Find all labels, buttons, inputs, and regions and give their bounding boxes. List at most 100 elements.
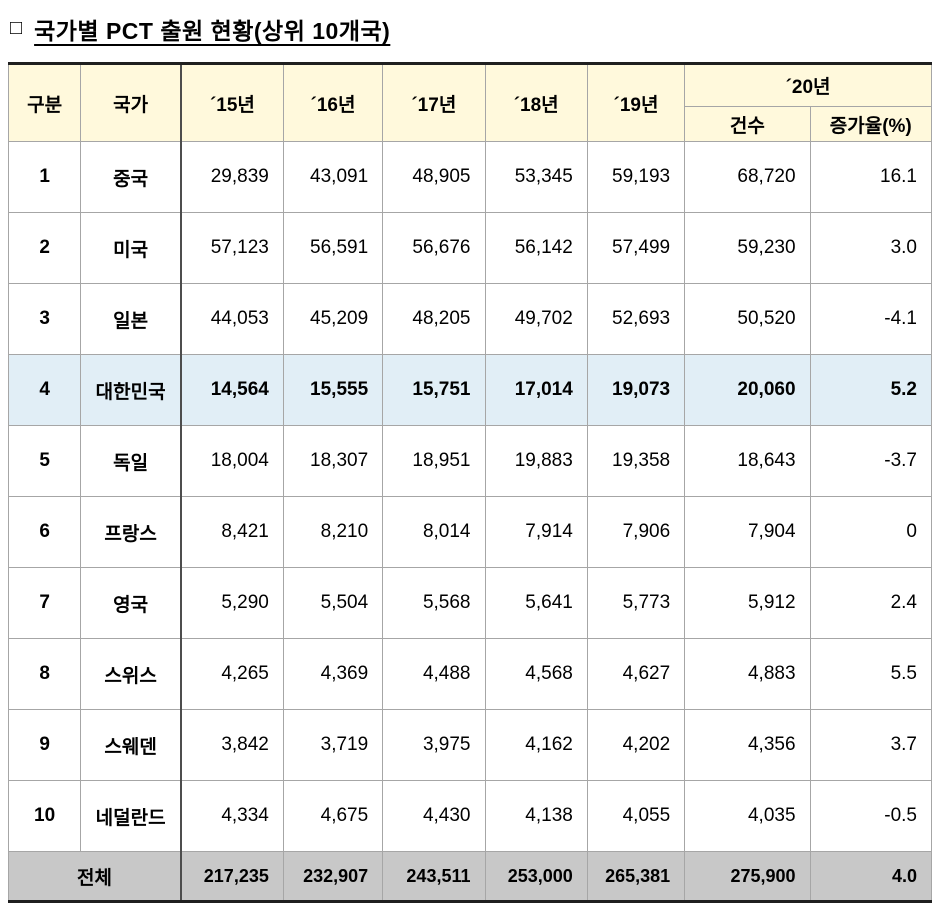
rank-cell: 7 (7, 567, 82, 639)
value-cell: 3.0 (809, 212, 933, 284)
total-value-cell: 217,235 (180, 851, 284, 902)
table-row: 6 프랑스 8,421 8,210 8,014 7,914 7,906 7,90… (7, 496, 933, 568)
header-year-15: ´15년 (180, 63, 284, 142)
value-cell: 4,675 (282, 780, 384, 852)
total-value-cell: 275,900 (684, 851, 811, 902)
value-cell: 19,358 (586, 425, 686, 497)
value-cell: 45,209 (282, 283, 384, 355)
value-cell: 19,883 (484, 425, 588, 497)
header-year-18: ´18년 (484, 63, 588, 142)
total-label-cell: 전체 (8, 851, 183, 902)
country-cell: 독일 (80, 425, 183, 497)
total-value-cell: 253,000 (484, 851, 588, 902)
header-year-19: ´19년 (586, 63, 686, 142)
header-rank: 구분 (7, 63, 82, 142)
value-cell: 7,914 (484, 496, 588, 568)
country-cell: 영국 (80, 567, 183, 639)
value-cell: 4,883 (684, 638, 811, 710)
table-row: 2 미국 57,123 56,591 56,676 56,142 57,499 … (7, 212, 933, 284)
value-cell: 48,205 (382, 283, 486, 355)
value-cell: 4,202 (586, 709, 686, 781)
value-cell: 0 (809, 496, 933, 568)
table-row: 5 독일 18,004 18,307 18,951 19,883 19,358 … (7, 425, 933, 497)
table-row: 1 중국 29,839 43,091 48,905 53,345 59,193 … (7, 141, 933, 213)
value-cell: -4.1 (809, 283, 933, 355)
value-cell: 5,568 (382, 567, 486, 639)
rank-cell: 4 (7, 354, 82, 426)
value-cell: 4,265 (180, 638, 284, 710)
rank-cell: 5 (7, 425, 82, 497)
value-cell: 3,842 (180, 709, 284, 781)
country-cell: 대한민국 (80, 354, 183, 426)
table-row: 10 네덜란드 4,334 4,675 4,430 4,138 4,055 4,… (7, 780, 933, 852)
total-value-cell: 4.0 (809, 851, 933, 902)
value-cell: 52,693 (586, 283, 686, 355)
header-growth-rate: 증가율(%) (809, 106, 933, 142)
table-row: 8 스위스 4,265 4,369 4,488 4,568 4,627 4,88… (7, 638, 933, 710)
value-cell: 5.5 (809, 638, 933, 710)
value-cell: 2.4 (809, 567, 933, 639)
value-cell: 15,555 (282, 354, 384, 426)
country-cell: 일본 (80, 283, 183, 355)
value-cell: -0.5 (809, 780, 933, 852)
value-cell: 4,162 (484, 709, 588, 781)
value-cell: 43,091 (282, 141, 384, 213)
value-cell: 4,568 (484, 638, 588, 710)
header-row-2: 건수 증가율(%) (9, 106, 933, 142)
country-cell: 중국 (80, 141, 183, 213)
value-cell: 59,193 (586, 141, 686, 213)
value-cell: 53,345 (484, 141, 588, 213)
value-cell: 19,073 (586, 354, 686, 426)
country-cell: 네덜란드 (80, 780, 183, 852)
table-row: 9 스웨덴 3,842 3,719 3,975 4,162 4,202 4,35… (7, 709, 933, 781)
value-cell: 5,504 (282, 567, 384, 639)
table-row: 3 일본 44,053 45,209 48,205 49,702 52,693 … (7, 283, 933, 355)
value-cell: 8,421 (180, 496, 284, 568)
square-bullet-icon: □ (10, 16, 23, 39)
value-cell: 3,975 (382, 709, 486, 781)
rank-cell: 3 (7, 283, 82, 355)
header-year-20: ´20년 (684, 63, 932, 107)
value-cell: 29,839 (180, 141, 284, 213)
header-year-17: ´17년 (382, 63, 486, 142)
pct-filings-table: 구분 국가 ´15년 ´16년 ´17년 ´18년 ´19년 ´20년 건수 증… (7, 62, 933, 903)
rank-cell: 8 (7, 638, 82, 710)
header-row-1: 구분 국가 ´15년 ´16년 ´17년 ´18년 ´19년 ´20년 (7, 63, 932, 142)
value-cell: 44,053 (180, 283, 284, 355)
table-row: 7 영국 5,290 5,504 5,568 5,641 5,773 5,912… (7, 567, 933, 639)
value-cell: 4,627 (586, 638, 686, 710)
value-cell: 5.2 (809, 354, 933, 426)
header-year-16: ´16년 (282, 63, 384, 142)
value-cell: 5,290 (180, 567, 284, 639)
value-cell: 4,430 (382, 780, 486, 852)
value-cell: 5,773 (586, 567, 686, 639)
country-cell: 프랑스 (80, 496, 183, 568)
header-country: 국가 (80, 63, 183, 142)
value-cell: 18,951 (382, 425, 486, 497)
value-cell: 4,369 (282, 638, 384, 710)
value-cell: 59,230 (684, 212, 811, 284)
total-row: 전체 217,235 232,907 243,511 253,000 265,3… (8, 851, 933, 902)
value-cell: 4,334 (180, 780, 284, 852)
rank-cell: 2 (7, 212, 82, 284)
value-cell: 49,702 (484, 283, 588, 355)
total-value-cell: 243,511 (382, 851, 486, 902)
value-cell: 5,912 (684, 567, 811, 639)
value-cell: 8,210 (282, 496, 384, 568)
value-cell: 15,751 (382, 354, 486, 426)
value-cell: 56,142 (484, 212, 588, 284)
value-cell: 4,055 (586, 780, 686, 852)
country-cell: 스웨덴 (80, 709, 183, 781)
value-cell: 17,014 (484, 354, 588, 426)
value-cell: 7,906 (586, 496, 686, 568)
rank-cell: 1 (7, 141, 82, 213)
page-title-text: 국가별 PCT 출원 현황(상위 10개국) (34, 18, 391, 44)
total-value-cell: 232,907 (282, 851, 384, 902)
value-cell: 3.7 (809, 709, 933, 781)
header-count: 건수 (684, 106, 811, 142)
value-cell: 20,060 (684, 354, 811, 426)
value-cell: 5,641 (484, 567, 588, 639)
value-cell: -3.7 (809, 425, 933, 497)
value-cell: 18,643 (684, 425, 811, 497)
